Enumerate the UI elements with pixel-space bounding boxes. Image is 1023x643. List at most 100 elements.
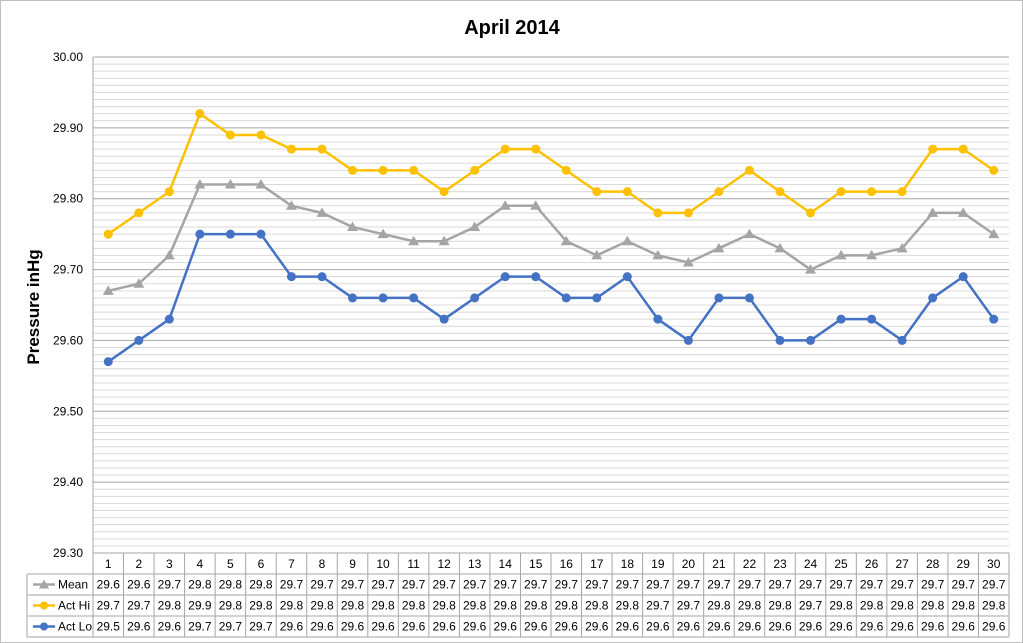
data-point — [989, 314, 999, 324]
table-cell: 29.6 — [371, 620, 395, 634]
data-point — [255, 179, 267, 189]
table-cell: 29.7 — [249, 620, 273, 634]
table-cell: 29.7 — [616, 578, 640, 592]
table-cell: 29.6 — [829, 620, 853, 634]
table-cell: 29.7 — [371, 578, 395, 592]
series-mean — [102, 179, 1000, 295]
x-tick-label: 14 — [499, 557, 513, 571]
x-tick-label: 15 — [529, 557, 543, 571]
table-cell: 29.7 — [463, 578, 487, 592]
data-point — [683, 208, 693, 218]
data-point — [928, 144, 938, 154]
data-point — [743, 228, 755, 239]
data-point — [988, 228, 1000, 239]
data-point — [957, 207, 969, 217]
y-tick-label: 30.00 — [53, 50, 83, 64]
data-point — [592, 187, 602, 197]
data-point — [682, 256, 694, 267]
table-cell: 29.7 — [310, 578, 334, 592]
table-cell: 29.8 — [219, 599, 243, 613]
data-point — [256, 130, 266, 140]
series-line — [107, 183, 995, 293]
data-point — [378, 165, 388, 175]
data-point — [348, 165, 358, 175]
table-cell: 29.8 — [402, 599, 426, 613]
table-cell: 29.6 — [952, 620, 976, 634]
table-cell: 29.6 — [585, 620, 609, 634]
data-point — [409, 293, 419, 303]
data-point — [592, 293, 602, 303]
data-point — [499, 200, 511, 210]
y-tick-labels: 29.30 29.40 29.50 29.60 29.70 29.80 29.90 30.00 — [53, 50, 83, 560]
data-point — [958, 272, 968, 282]
table-cell: 29.8 — [555, 599, 579, 613]
y-tick-label: 29.70 — [53, 263, 83, 277]
x-tick-label: 7 — [288, 557, 295, 571]
table-cell: 29.8 — [890, 599, 914, 613]
x-tick-label: 23 — [773, 557, 787, 571]
x-tick-label: 26 — [865, 557, 879, 571]
data-point — [469, 221, 481, 232]
data-point — [378, 293, 388, 303]
data-point — [195, 109, 205, 119]
data-point — [500, 144, 510, 154]
table-cell: 29.6 — [616, 620, 640, 634]
data-point — [897, 335, 907, 345]
table-cell: 29.8 — [860, 599, 884, 613]
data-table: 1 2 3 4 5 6 7 8 9 10 11 12 13 14 15 16 17 18 19 20 21 22 23 24 2… — [26, 552, 1010, 638]
data-point — [531, 272, 541, 282]
table-cell: 29.7 — [555, 578, 579, 592]
table-cell: 29.6 — [738, 620, 762, 634]
table-cell: 29.6 — [127, 578, 151, 592]
table-cell: 29.7 — [799, 599, 823, 613]
data-point — [867, 187, 877, 197]
x-tick-label: 12 — [437, 557, 451, 571]
table-cell: 29.8 — [494, 599, 518, 613]
table-cell: 29.7 — [707, 578, 731, 592]
table-cell: 29.8 — [829, 599, 853, 613]
legend-entry: Act Hi — [58, 599, 90, 613]
y-tick-label: 29.60 — [53, 333, 83, 347]
table-cell: 29.8 — [585, 599, 609, 613]
data-point — [713, 242, 725, 253]
table-cell: 29.7 — [677, 578, 701, 592]
data-point — [560, 235, 572, 246]
table-cell: 29.7 — [768, 578, 792, 592]
table-cell: 29.7 — [188, 620, 212, 634]
data-point — [806, 335, 816, 345]
legend-entry: Act Lo — [58, 620, 92, 634]
table-cell: 29.8 — [463, 599, 487, 613]
table-cell: 29.8 — [524, 599, 548, 613]
data-point — [194, 179, 206, 189]
x-tick-label: 17 — [590, 557, 604, 571]
legend-entry: Mean — [58, 578, 88, 592]
data-point — [744, 165, 754, 175]
table-cell: 29.8 — [707, 599, 731, 613]
table-cell: 29.6 — [768, 620, 792, 634]
data-point — [316, 207, 328, 217]
data-point — [195, 229, 205, 239]
data-point — [134, 335, 144, 345]
x-tick-label: 2 — [135, 557, 142, 571]
data-point — [836, 187, 846, 197]
table-cell: 29.7 — [341, 578, 365, 592]
x-tick-label: 8 — [319, 557, 326, 571]
table-cell: 29.7 — [158, 578, 182, 592]
table-cell: 29.6 — [890, 620, 914, 634]
data-point — [285, 200, 297, 210]
x-tick-label: 13 — [468, 557, 482, 571]
y-tick-label: 29.30 — [53, 546, 83, 560]
table-cell: 29.7 — [432, 578, 456, 592]
data-point — [439, 314, 449, 324]
y-axis-label: Pressure inHg — [24, 249, 43, 364]
data-point — [286, 272, 296, 282]
table-cell: 29.8 — [921, 599, 945, 613]
x-tick-label: 11 — [407, 557, 420, 571]
table-cell: 29.6 — [127, 620, 151, 634]
x-tick-label: 18 — [621, 557, 635, 571]
table-cell: 29.7 — [402, 578, 426, 592]
table-cell: 29.6 — [921, 620, 945, 634]
table-cell: 29.7 — [890, 578, 914, 592]
x-tick-label: 28 — [926, 557, 940, 571]
x-tick-label: 4 — [197, 557, 204, 571]
